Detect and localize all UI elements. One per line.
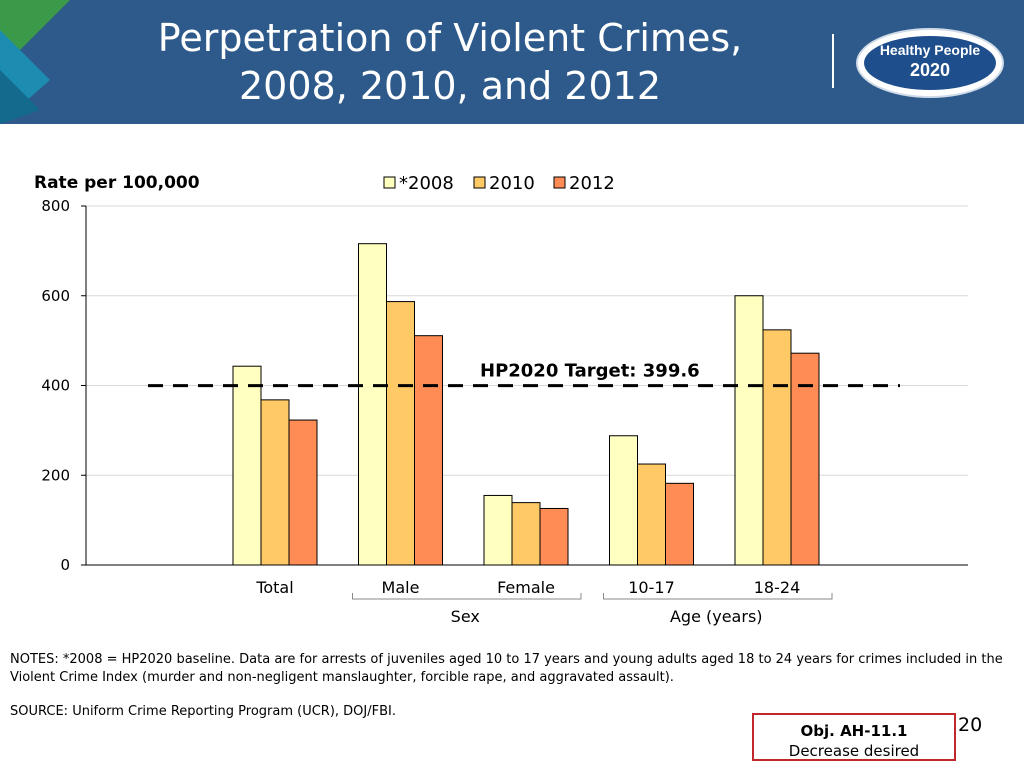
- logo-text-line-2: 2020: [909, 60, 951, 80]
- legend-label: 2012: [569, 173, 615, 194]
- logo-text-line-1: Healthy People: [879, 42, 981, 58]
- group-bracket: [352, 593, 582, 600]
- y-tick-label: 600: [41, 287, 70, 305]
- legend-swatch: [553, 176, 566, 189]
- header-divider: [832, 34, 834, 88]
- bar-2010-1824: [762, 329, 792, 566]
- bar-chart: 0 200 400 600 800 Rate per 100,000 Total Male Fe…: [34, 173, 968, 626]
- x-tick-label: 10-17: [628, 578, 675, 597]
- bar-2010-1017: [637, 463, 666, 566]
- bar-2008-Total: [232, 365, 262, 566]
- source-text: SOURCE: Uniform Crime Reporting Program …: [10, 704, 396, 719]
- y-tick-label: 400: [41, 377, 70, 395]
- page-number: 20: [958, 714, 983, 736]
- group-bracket: [603, 593, 833, 600]
- logo-badge: [864, 36, 996, 90]
- bar-2008-1824: [734, 295, 764, 566]
- title-line-2: 2008, 2010, and 2012: [238, 64, 661, 108]
- slide-title: Perpetration of Violent Crimes, 2008, 20…: [100, 14, 800, 110]
- legend-swatch: [473, 176, 486, 189]
- bar-2010-Male: [386, 301, 415, 566]
- x-tick-label: Female: [497, 578, 555, 597]
- objective-description: Decrease desired: [788, 742, 920, 760]
- x-tick-label: Male: [382, 578, 420, 597]
- y-tick-label: 0: [60, 556, 70, 574]
- x-tick-label: Total: [255, 578, 293, 597]
- bar-2010-Female: [511, 502, 541, 566]
- legend-label: 2010: [489, 173, 535, 194]
- x-tick-label: 18-24: [754, 578, 801, 597]
- objective-box: Obj. AH-11.1 Decrease desired: [752, 713, 956, 761]
- bar-2012-Female: [539, 507, 569, 566]
- legend-label: *2008: [399, 173, 454, 194]
- header-decoration: [0, 0, 70, 124]
- title-line-1: Perpetration of Violent Crimes,: [157, 16, 743, 60]
- bar-2012-1017: [665, 482, 694, 566]
- group-label: Sex: [451, 607, 480, 626]
- bar-2008-1017: [609, 435, 638, 566]
- bar-2012-Total: [288, 419, 318, 566]
- bar-2010-Total: [260, 399, 290, 566]
- group-label: Age (years): [670, 607, 763, 626]
- objective-code: Obj. AH-11.1: [800, 722, 908, 740]
- healthy-people-logo: Healthy People 2020: [856, 28, 1004, 98]
- bar-2012-1824: [790, 352, 820, 566]
- slide-header: Perpetration of Violent Crimes, 2008, 20…: [0, 0, 1024, 124]
- bar-2008-Female: [483, 494, 513, 566]
- legend-swatch: [383, 176, 396, 189]
- target-label: HP2020 Target: 399.6: [480, 361, 700, 382]
- bar-2012-Male: [414, 335, 443, 566]
- notes-text: NOTES: *2008 = HP2020 baseline. Data are…: [10, 652, 1003, 685]
- y-tick-label: 200: [41, 466, 70, 484]
- y-axis-label: Rate per 100,000: [34, 173, 200, 193]
- bar-2008-Male: [358, 243, 387, 566]
- y-tick-label: 800: [41, 197, 70, 215]
